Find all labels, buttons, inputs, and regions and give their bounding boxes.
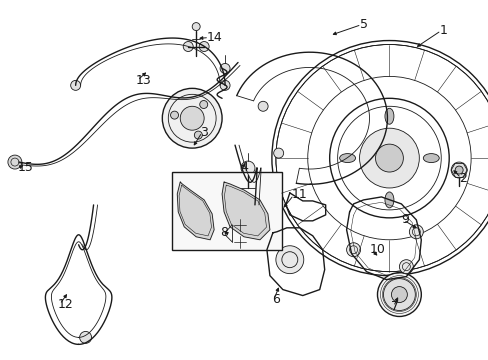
- Circle shape: [199, 100, 207, 108]
- Text: 9: 9: [401, 213, 408, 226]
- Circle shape: [408, 225, 423, 239]
- Text: 8: 8: [220, 226, 227, 239]
- Circle shape: [265, 229, 279, 243]
- Circle shape: [80, 332, 91, 343]
- Circle shape: [258, 101, 267, 111]
- Circle shape: [273, 148, 283, 158]
- Circle shape: [234, 236, 245, 248]
- Circle shape: [170, 111, 178, 119]
- Circle shape: [199, 41, 209, 51]
- Circle shape: [220, 80, 229, 90]
- Circle shape: [241, 161, 254, 175]
- Polygon shape: [222, 182, 269, 240]
- Text: 10: 10: [369, 243, 385, 256]
- Circle shape: [450, 162, 466, 178]
- Text: 15: 15: [18, 161, 34, 174]
- Text: 13: 13: [135, 74, 151, 87]
- Circle shape: [71, 80, 81, 90]
- Ellipse shape: [384, 192, 393, 208]
- Bar: [172, 172, 281, 250]
- Circle shape: [359, 128, 419, 188]
- Text: 2: 2: [458, 171, 466, 185]
- Circle shape: [346, 243, 360, 257]
- Circle shape: [180, 106, 203, 130]
- Circle shape: [162, 88, 222, 148]
- Circle shape: [192, 23, 200, 31]
- Ellipse shape: [339, 154, 355, 163]
- Text: 14: 14: [207, 31, 223, 44]
- Circle shape: [237, 222, 243, 228]
- Text: 11: 11: [291, 188, 307, 202]
- Circle shape: [275, 246, 303, 274]
- Ellipse shape: [423, 154, 438, 163]
- Circle shape: [383, 279, 414, 310]
- Text: 6: 6: [271, 293, 279, 306]
- Circle shape: [375, 144, 403, 172]
- Circle shape: [399, 260, 412, 274]
- Circle shape: [8, 155, 22, 169]
- Circle shape: [390, 287, 407, 302]
- Ellipse shape: [384, 108, 393, 124]
- Text: 3: 3: [200, 126, 207, 139]
- Circle shape: [234, 219, 245, 231]
- Text: 4: 4: [240, 161, 247, 174]
- Circle shape: [220, 63, 229, 73]
- Polygon shape: [177, 182, 214, 240]
- Text: 12: 12: [58, 298, 73, 311]
- Circle shape: [237, 239, 243, 245]
- Text: 5: 5: [359, 18, 367, 31]
- Text: 7: 7: [390, 300, 399, 313]
- Circle shape: [377, 273, 421, 316]
- Text: 1: 1: [438, 24, 446, 37]
- Circle shape: [194, 131, 202, 139]
- Circle shape: [183, 41, 193, 51]
- Circle shape: [454, 166, 462, 174]
